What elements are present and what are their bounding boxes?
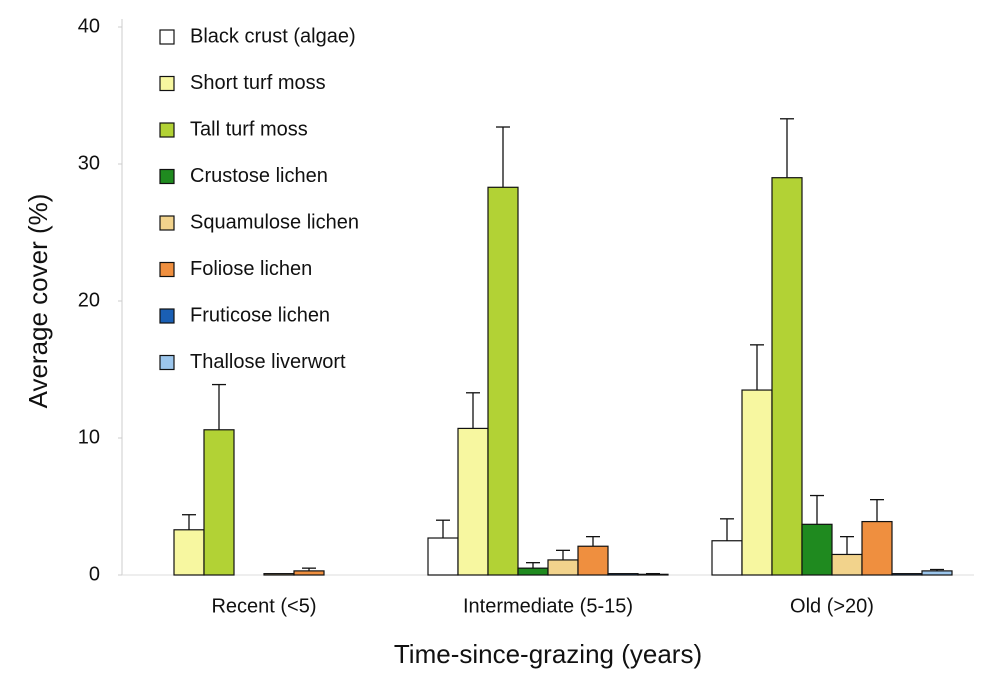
y-tick-label: 20: [78, 289, 100, 311]
legend-label: Black crust (algae): [190, 25, 356, 47]
legend-label: Squamulose lichen: [190, 211, 359, 233]
y-axis-title: Average cover (%): [23, 194, 53, 409]
x-tick-label: Intermediate (5-15): [463, 595, 633, 617]
bar: [861, 520, 893, 576]
bar: [203, 429, 235, 576]
legend-label: Foliose lichen: [190, 258, 312, 280]
legend-swatch: [159, 29, 175, 45]
bar: [293, 570, 325, 576]
legend-swatch: [159, 168, 175, 185]
bar: [487, 186, 519, 576]
bar: [801, 523, 833, 576]
bar: [637, 573, 669, 576]
legend-label: Fruticose lichen: [190, 304, 330, 326]
legend-label: Short turf moss: [190, 72, 326, 94]
bar: [607, 573, 639, 576]
legend-swatch: [159, 122, 175, 138]
bar: [427, 537, 459, 576]
y-tick-label: 0: [89, 563, 100, 585]
bar: [547, 559, 579, 576]
bar: [771, 177, 803, 576]
bar: [577, 545, 609, 576]
bar: [891, 573, 923, 576]
y-tick-label: 10: [78, 426, 100, 448]
bar: [457, 427, 489, 576]
y-tick-label: 30: [78, 152, 100, 174]
legend-label: Thallose liverwort: [190, 351, 346, 373]
bar: [711, 540, 743, 576]
legend-swatch: [159, 75, 175, 92]
legend-swatch: [159, 215, 175, 231]
bar: [831, 553, 863, 576]
bar: [921, 570, 953, 576]
x-axis-title: Time-since-grazing (years): [394, 639, 702, 669]
bar: [173, 529, 205, 576]
bar: [263, 573, 295, 576]
legend-label: Tall turf moss: [190, 118, 308, 140]
y-tick-label: 40: [78, 15, 100, 37]
bar: [741, 389, 773, 576]
x-tick-label: Old (>20): [790, 595, 874, 617]
legend-swatch: [159, 261, 175, 278]
legend-swatch: [159, 308, 175, 324]
bar: [517, 567, 549, 576]
legend-swatch: [159, 354, 175, 371]
x-tick-label: Recent (<5): [211, 595, 316, 617]
legend-label: Crustose lichen: [190, 165, 328, 187]
